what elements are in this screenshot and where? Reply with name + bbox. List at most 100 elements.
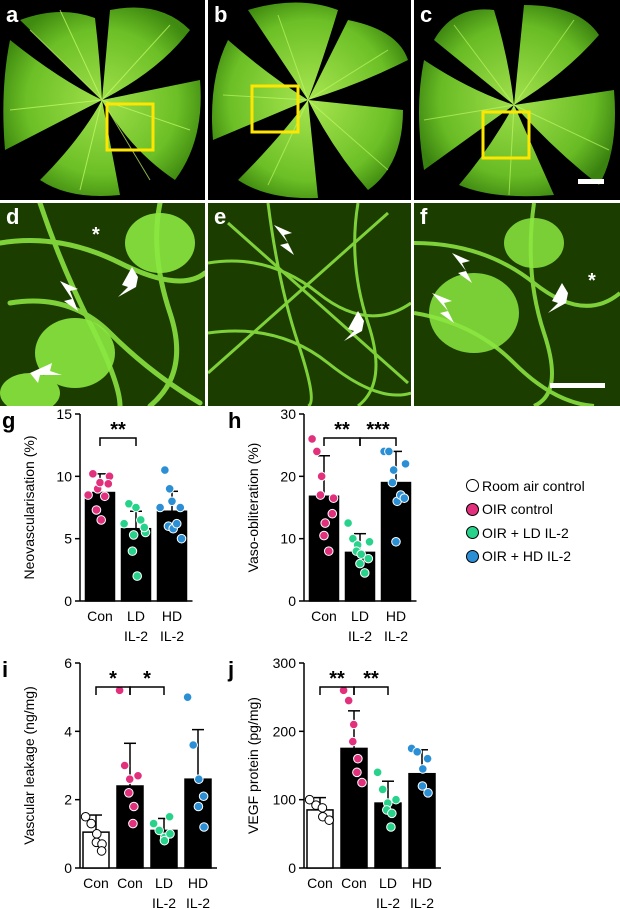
legend-item-oir-control: OIR control [466, 498, 620, 522]
data-point-i-3-1 [188, 740, 198, 750]
legend-item-oir-ld: OIR + LD IL-2 [466, 521, 620, 545]
data-point-j-1-5 [352, 767, 362, 778]
x-tick-label-i-3-1: IL-2 [186, 895, 210, 909]
data-point-j-2-5 [386, 822, 396, 832]
chart-i: i Vascular leakage (ng/mg) 0 2 4 6 Con Con LD IL-… [2, 655, 217, 909]
data-point-j-1-2 [348, 719, 359, 730]
data-point-j-2-0 [372, 767, 383, 778]
y-tick-label-j-2: 200 [273, 723, 297, 739]
significance-bracket-h-1 [359, 437, 397, 446]
data-point-g-0-0 [83, 490, 93, 500]
data-point-i-1-1 [119, 760, 130, 771]
data-point-h-1-0 [343, 518, 353, 528]
y-tick-label-h-1: 10 [280, 531, 296, 547]
y-tick-label-j-3: 300 [273, 655, 297, 671]
data-point-g-1-8 [139, 522, 150, 533]
data-point-j-1-3 [348, 736, 358, 747]
x-tick-label-g-2-0: HD [162, 608, 182, 624]
legend-label-oir-hd: OIR + HD IL-2 [482, 548, 572, 565]
x-tick-label-i-1-0: Con [117, 875, 143, 891]
data-point-i-2-4 [165, 829, 175, 839]
y-tick-label-h-0: 0 [288, 593, 296, 609]
y-tick-label-g-0: 0 [64, 593, 72, 609]
data-point-g-2-1 [160, 465, 170, 475]
significance-bracket-i-1 [129, 686, 165, 695]
chart-letter-h: h [228, 408, 241, 433]
legend-swatch-oir-hd [466, 549, 479, 563]
data-point-j-3-3 [417, 781, 428, 791]
data-point-h-0-2 [316, 471, 327, 482]
y-axis-label-g: Neovascularisation (%) [21, 436, 37, 580]
panel-b-retina-flatmount [208, 0, 411, 200]
y-tick-label-i-1: 2 [64, 792, 72, 808]
chart-letter-j: j [227, 657, 234, 682]
data-point-i-0-5 [96, 846, 107, 856]
data-point-h-0-0 [307, 434, 317, 444]
bar-j-1 [340, 747, 368, 869]
data-point-h-1-1 [348, 533, 358, 544]
x-tick-label-i-3-0: HD [188, 875, 208, 891]
data-point-j-3-1 [412, 747, 423, 757]
panel-letter-c: c [420, 2, 433, 27]
significance-label-h-1: *** [366, 419, 390, 441]
data-point-g-2-0 [155, 502, 165, 513]
x-tick-label-j-0-0: Con [307, 875, 333, 891]
data-point-i-1-3 [124, 788, 134, 798]
panel-letter-a: a [6, 2, 19, 27]
data-point-g-0-6 [99, 491, 110, 502]
data-point-i-2-1 [154, 825, 164, 836]
asterisk-d: * [92, 224, 100, 246]
data-point-i-1-6 [133, 770, 143, 781]
legend-swatch-oir-ld [466, 526, 479, 540]
data-point-h-0-1 [312, 446, 322, 457]
data-point-i-1-5 [128, 818, 138, 829]
y-tick-label-g-3: 15 [56, 406, 72, 422]
data-point-h-1-8 [363, 553, 374, 564]
data-point-i-3-5 [198, 791, 209, 802]
data-point-h-0-6 [323, 546, 334, 556]
x-tick-label-j-3-1: IL-2 [410, 895, 434, 909]
panel-letter-e: e [214, 204, 227, 229]
x-tick-label-j-3-0: HD [412, 875, 432, 891]
significance-label-h-0: ** [334, 419, 350, 441]
significance-label-j-1: ** [363, 668, 379, 690]
significance-label-i-1: * [143, 668, 151, 690]
x-tick-label-h-1-1: IL-2 [348, 628, 372, 644]
data-point-i-2-5 [164, 811, 175, 822]
y-tick-label-h-2: 20 [280, 468, 296, 484]
data-point-h-2-3 [387, 477, 398, 488]
legend-label-oir-ld: OIR + LD IL-2 [482, 524, 569, 541]
chart-g: g Neovascularisation (%) 0 5 10 15 Con LD IL-2 HD… [2, 406, 193, 644]
data-point-i-1-0 [114, 685, 125, 696]
data-point-h-0-5 [319, 530, 329, 541]
chart-j: j VEGF protein (pg/mg) 0 100 200 300 Con Con LD I… [227, 655, 441, 909]
x-tick-label-i-2-0: LD [155, 875, 173, 891]
data-point-i-3-3 [193, 801, 204, 812]
x-tick-label-h-1-0: LD [351, 608, 369, 624]
data-point-g-1-2 [128, 530, 139, 540]
data-point-h-0-3 [315, 490, 326, 500]
data-point-i-0-0 [80, 811, 91, 822]
x-tick-label-g-2-1: IL-2 [160, 628, 184, 644]
data-point-j-0-2 [317, 803, 328, 813]
x-tick-label-g-1-1: IL-2 [124, 628, 148, 644]
data-point-j-3-4 [423, 788, 433, 798]
legend-item-room-air: Room air control [466, 474, 620, 498]
x-tick-label-g-0-0: Con [87, 608, 113, 624]
x-tick-label-h-2-1: IL-2 [384, 628, 408, 644]
significance-label-i-0: * [109, 668, 117, 690]
data-point-g-0-1 [88, 469, 98, 479]
y-tick-label-g-1: 5 [64, 531, 72, 547]
data-point-i-3-2 [194, 774, 204, 784]
data-point-g-2-5 [167, 496, 177, 507]
significance-bracket-j-1 [353, 686, 389, 695]
data-point-h-1-4 [356, 549, 367, 560]
panel-f-magnified-retina [414, 203, 620, 406]
data-point-h-0-8 [327, 508, 338, 519]
x-tick-label-h-2-0: HD [386, 608, 406, 624]
data-point-g-1-5 [131, 502, 141, 513]
data-point-h-1-6 [359, 568, 370, 578]
data-point-h-2-5 [391, 536, 401, 547]
